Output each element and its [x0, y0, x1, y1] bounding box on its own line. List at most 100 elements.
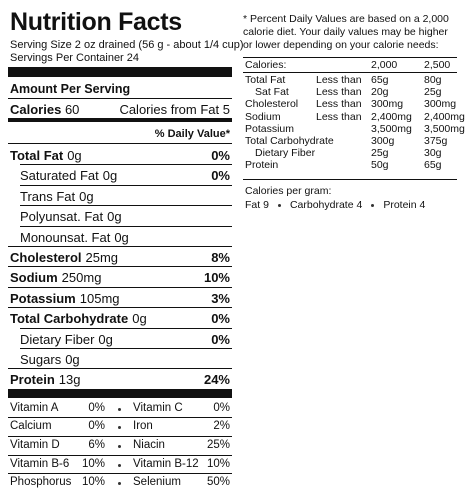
- footnote-value: 2,400mg: [371, 110, 412, 123]
- rule: [8, 436, 232, 437]
- footnote-limit: Less than: [316, 98, 362, 111]
- vitamin-name: Niacin: [133, 439, 165, 451]
- vitamin-dv: 25%: [206, 439, 230, 451]
- vitamin-name: Vitamin C: [133, 401, 183, 414]
- footnote-limit: Less than: [316, 110, 362, 123]
- footnote-value: 3,500mg: [424, 122, 465, 135]
- amount-header: Amount Per Serving: [10, 82, 131, 96]
- footnote-value: 50g: [371, 159, 389, 172]
- footnote-value: 300g: [371, 135, 395, 147]
- calories-fat-label: Calories from Fat: [119, 102, 220, 117]
- nutrient-row: Saturated Fat 0g: [20, 169, 117, 182]
- footnote-header: Calories:: [245, 59, 287, 71]
- rule: [20, 225, 232, 227]
- rule: [20, 164, 232, 166]
- nutrient-name: Total Fat: [10, 148, 64, 163]
- dv-header: % Daily Value*: [154, 128, 230, 140]
- rule: [8, 454, 232, 456]
- vitamin-name: Vitamin B-6: [10, 457, 70, 470]
- footnote-limit: Less than: [316, 86, 362, 99]
- footnote-value: 65g: [424, 159, 442, 172]
- nutrient-row: Potassium 105mg: [10, 292, 120, 305]
- footnote-name: Sat Fat: [255, 86, 289, 99]
- vitamin-dv: 10%: [206, 457, 230, 470]
- nutrient-name: Sugars: [20, 352, 62, 367]
- vitamin-name: Selenium: [133, 476, 181, 489]
- footnote-value: 3,500mg: [371, 122, 412, 135]
- nutrient-amount: 25mg: [85, 250, 119, 265]
- nutrient-name: Potassium: [10, 290, 76, 306]
- footnote-name: Sodium: [245, 110, 281, 123]
- vitamin-name: Vitamin B-12: [133, 457, 199, 470]
- per-gram-title: Calories per gram:: [245, 185, 332, 197]
- nutrient-amount: 0g: [67, 148, 82, 163]
- vitamin-dv: 0%: [88, 420, 105, 433]
- rule: [20, 348, 232, 349]
- footnote-name: Dietary Fiber: [255, 147, 316, 160]
- nutrient-dv: 0%: [211, 168, 230, 184]
- nutrient-dv: 10%: [203, 270, 230, 286]
- nutrient-dv: 0%: [211, 331, 230, 347]
- nutrient-amount: 0g: [132, 311, 147, 327]
- nutrient-row: Total Carbohydrate 0g: [10, 312, 147, 325]
- vitamin-name: Calcium: [10, 420, 52, 433]
- serving-size: Serving Size 2 oz drained (56 g - about …: [10, 39, 244, 51]
- vitamin-name: Iron: [133, 420, 153, 433]
- footnote-name: Protein: [245, 159, 279, 172]
- footnote-name: Total Carbohydrate: [245, 135, 334, 147]
- nutrient-amount: 0g: [65, 352, 80, 367]
- calories-fat: Calories from Fat 5: [119, 103, 230, 116]
- per-gram: Fat 9 Carbohydrate 4 Protein 4: [245, 200, 425, 211]
- nutrient-name: Total Carbohydrate: [10, 311, 129, 327]
- calories: Calories 60: [10, 103, 79, 116]
- nutrient-row: Dietary Fiber 0g: [20, 333, 113, 346]
- calories-value: 60: [64, 102, 80, 117]
- rule: [8, 286, 232, 288]
- nutrient-dv: 24%: [203, 372, 230, 388]
- nutrient-row: Sugars 0g: [20, 353, 80, 366]
- footnote-value: 300mg: [371, 98, 404, 111]
- bullet: [118, 407, 121, 411]
- per-gram-item: Protein 4: [383, 199, 426, 211]
- nutrient-row: Protein 13g: [10, 373, 81, 386]
- per-gram-item: Fat 9: [245, 199, 269, 211]
- rule: [243, 57, 457, 58]
- footnote-limit: Less than: [316, 74, 362, 86]
- nutrient-amount: 13g: [58, 372, 81, 388]
- bullet: [371, 203, 375, 207]
- footnote-value: 80g: [424, 74, 442, 86]
- footnote-name: Potassium: [245, 122, 295, 135]
- rule: [20, 327, 232, 329]
- nutrient-name: Saturated Fat: [20, 168, 99, 184]
- rule: [8, 266, 232, 268]
- footnote-value: 25g: [371, 147, 389, 160]
- footnote-text: * Percent Daily Values are based on a 2,…: [243, 13, 449, 51]
- nutrient-row: Sodium 250mg: [10, 271, 101, 284]
- nutrient-amount: 0g: [102, 168, 118, 184]
- rule: [20, 205, 232, 207]
- vitamin-dv: 6%: [88, 439, 105, 451]
- footnote-header: 2,500: [424, 59, 451, 71]
- footnote-name: Total Fat: [245, 74, 286, 86]
- nutrient-name: Dietary Fiber: [20, 331, 95, 347]
- medium-rule: [8, 118, 232, 122]
- nutrient-name: Sodium: [10, 270, 58, 286]
- vitamin-dv: 0%: [88, 401, 105, 414]
- nutrient-amount: 0g: [79, 188, 94, 204]
- nutrient-amount: 0g: [114, 229, 129, 245]
- footnote-value: 30g: [424, 147, 442, 160]
- bullet: [118, 426, 121, 430]
- vitamin-name: Phosphorus: [10, 476, 72, 489]
- vitamin-dv: 0%: [213, 401, 230, 414]
- nutrient-row: Polyunsat. Fat 0g: [20, 210, 122, 223]
- vitamin-name: Vitamin D: [10, 439, 60, 451]
- rule: [243, 72, 457, 73]
- rule: [8, 368, 232, 370]
- nutrient-dv: 0%: [211, 148, 230, 163]
- vitamin-name: Vitamin A: [10, 401, 59, 414]
- footnote-value: 2,400mg: [424, 110, 465, 123]
- bullet: [118, 463, 121, 467]
- rule: [8, 246, 232, 247]
- calories-label: Calories: [10, 102, 62, 117]
